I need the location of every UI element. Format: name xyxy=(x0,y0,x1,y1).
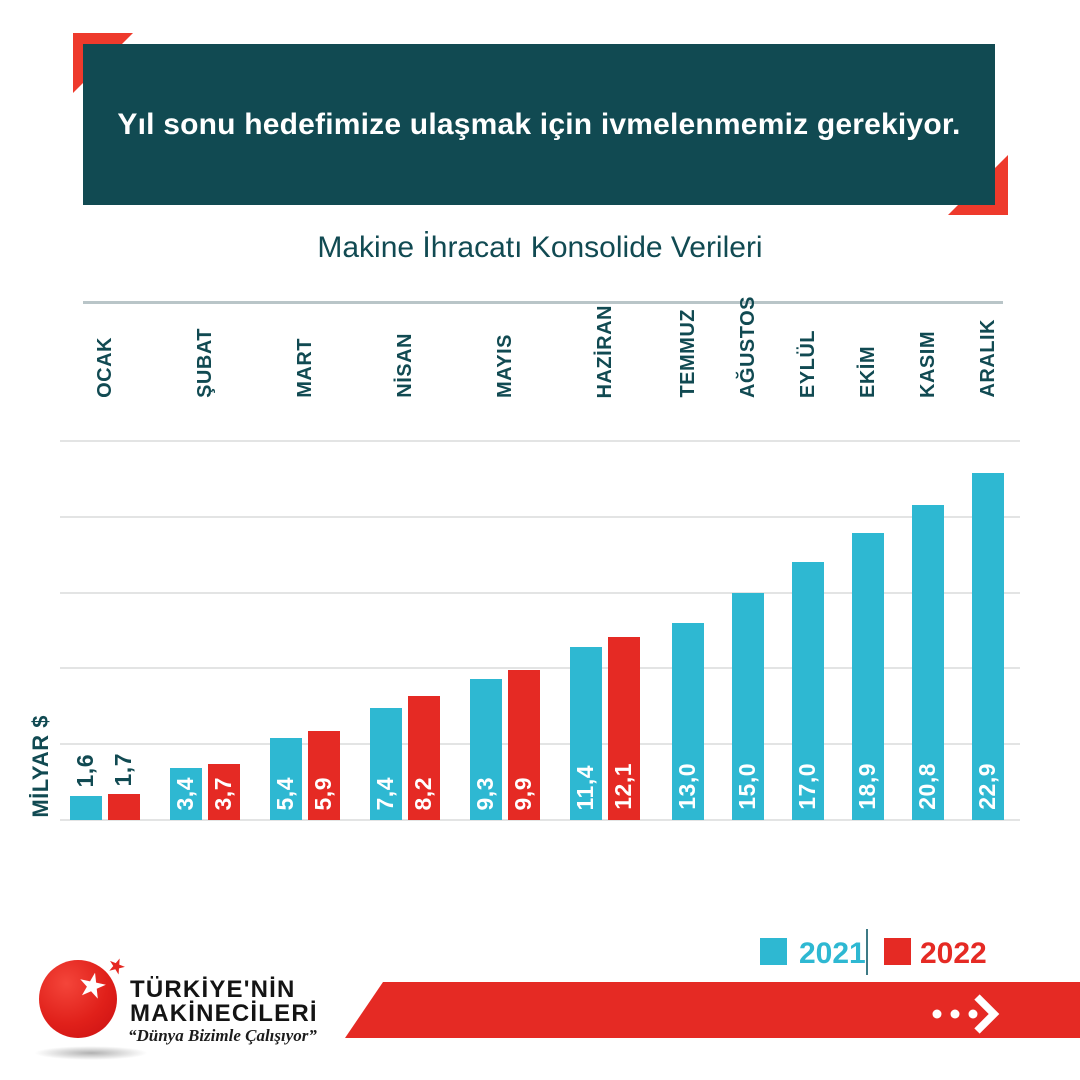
bar-2022-mart-value: 5,9 xyxy=(310,776,336,810)
legend-label-2022: 2022 xyxy=(920,937,987,970)
legend-swatch-2022 xyxy=(884,938,911,965)
month-label-aralik: ARALIK xyxy=(976,319,999,398)
month-label-temmuz: TEMMUZ xyxy=(676,309,699,398)
month-label-şubat: ŞUBAT xyxy=(194,328,216,398)
bar-2022-mart xyxy=(308,730,340,820)
header-banner: Yıl sonu hedefimize ulaşmak için ivmelen… xyxy=(83,44,995,205)
bar-2021-ni̇san-value: 7,4 xyxy=(372,776,398,810)
bar-2021-şubat xyxy=(170,768,202,820)
bar-2021-eylül-value: 17,0 xyxy=(793,763,820,810)
logo-text-line2: MAKİNECİLERİ xyxy=(130,1000,318,1027)
bar-2021-ocak-value: 1,6 xyxy=(72,754,98,788)
bar-2022-ocak xyxy=(108,794,140,820)
bar-2021-mart xyxy=(270,738,302,820)
logo-shadow xyxy=(34,1046,148,1060)
bar-2021-hazi̇ran xyxy=(570,647,602,820)
bar-2021-aralik-value: 22,9 xyxy=(973,763,1000,810)
bar-2021-temmuz-value: 13,0 xyxy=(673,763,700,810)
gridline-15 xyxy=(60,591,1020,594)
legend-divider xyxy=(866,929,868,975)
month-label-eylül: EYLÜL xyxy=(796,329,819,398)
bar-2021-eki̇m xyxy=(851,533,884,820)
bar-2022-ocak-value: 1,7 xyxy=(110,752,136,787)
month-label-kasim: KASIM xyxy=(916,331,939,398)
bar-2021-ni̇san xyxy=(370,707,402,820)
month-label-ağustos: AĞUSTOS xyxy=(736,295,759,398)
chart-title: Makine İhracatı Konsolide Verileri xyxy=(317,231,763,264)
bar-2021-aralik xyxy=(971,472,1004,820)
gridline-10 xyxy=(60,667,1020,670)
logo-tagline: “Dünya Bizimle Çalışıyor” xyxy=(128,1026,317,1045)
page-title: Yıl sonu hedefimize ulaşmak için ivmelen… xyxy=(117,107,961,141)
bar-2021-ağustos xyxy=(731,592,764,820)
month-label-mart: MART xyxy=(294,338,316,398)
month-label-mayis: MAYIS xyxy=(494,333,516,398)
bar-2022-ni̇san xyxy=(408,695,440,820)
bar-2022-şubat-value: 3,7 xyxy=(210,776,236,810)
bar-2021-ocak xyxy=(70,795,102,820)
bar-2021-mart-value: 5,4 xyxy=(272,776,298,810)
gridline-5 xyxy=(60,743,1020,746)
bar-2022-hazi̇ran xyxy=(608,636,640,820)
y-axis-label: MİLYAR $ xyxy=(28,715,53,818)
bar-2021-şubat-value: 3,4 xyxy=(172,776,198,810)
month-label-ni̇san: NİSAN xyxy=(394,333,416,398)
bar-2022-ni̇san-value: 8,2 xyxy=(410,776,436,810)
gridline-25 xyxy=(60,440,1020,442)
bar-2021-eylül xyxy=(791,562,824,820)
footer-banner xyxy=(345,982,1080,1038)
bar-2021-temmuz xyxy=(671,622,704,820)
title-separator xyxy=(83,301,1003,304)
bar-2022-hazi̇ran-value: 12,1 xyxy=(610,763,636,810)
bar-2021-eki̇m-value: 18,9 xyxy=(853,763,880,810)
bar-2021-ağustos-value: 15,0 xyxy=(733,763,760,810)
bar-2021-mayis xyxy=(470,679,502,820)
bar-2021-kasim-value: 20,8 xyxy=(913,763,940,810)
logo-circle xyxy=(39,960,117,1038)
gridline-0 xyxy=(60,819,1020,821)
next-arrow-icon[interactable] xyxy=(925,990,1005,1035)
legend-swatch-2021 xyxy=(760,938,787,965)
logo-text-line1: TÜRKİYE'NİN xyxy=(130,976,296,1003)
bar-2021-hazi̇ran-value: 11,4 xyxy=(572,764,598,811)
bar-2022-şubat xyxy=(208,763,240,820)
bar-2022-mayis xyxy=(508,669,540,820)
legend-label-2021: 2021 xyxy=(799,937,866,970)
gridline-20 xyxy=(60,515,1020,518)
bar-2022-mayis-value: 9,9 xyxy=(510,776,536,810)
month-label-eki̇m: EKİM xyxy=(856,346,879,398)
bar-2021-mayis-value: 9,3 xyxy=(472,776,498,810)
bar-2021-kasim xyxy=(911,504,944,820)
month-label-hazi̇ran: HAZİRAN xyxy=(594,304,616,399)
month-label-ocak: OCAK xyxy=(94,337,116,398)
